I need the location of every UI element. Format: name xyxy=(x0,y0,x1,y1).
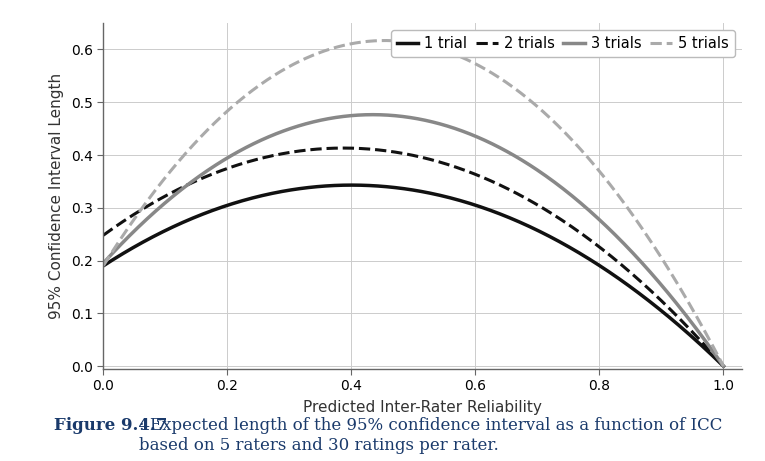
Y-axis label: 95% Confidence Interval Length: 95% Confidence Interval Length xyxy=(49,73,64,319)
Legend: 1 trial, 2 trials, 3 trials, 5 trials: 1 trial, 2 trials, 3 trials, 5 trials xyxy=(391,30,734,57)
X-axis label: Predicted Inter-Rater Reliability: Predicted Inter-Rater Reliability xyxy=(303,400,542,415)
Text: : Expected length of the 95% confidence interval as a function of ICC
based on 5: : Expected length of the 95% confidence … xyxy=(139,417,723,454)
Text: Figure 9.4.7: Figure 9.4.7 xyxy=(54,417,167,434)
